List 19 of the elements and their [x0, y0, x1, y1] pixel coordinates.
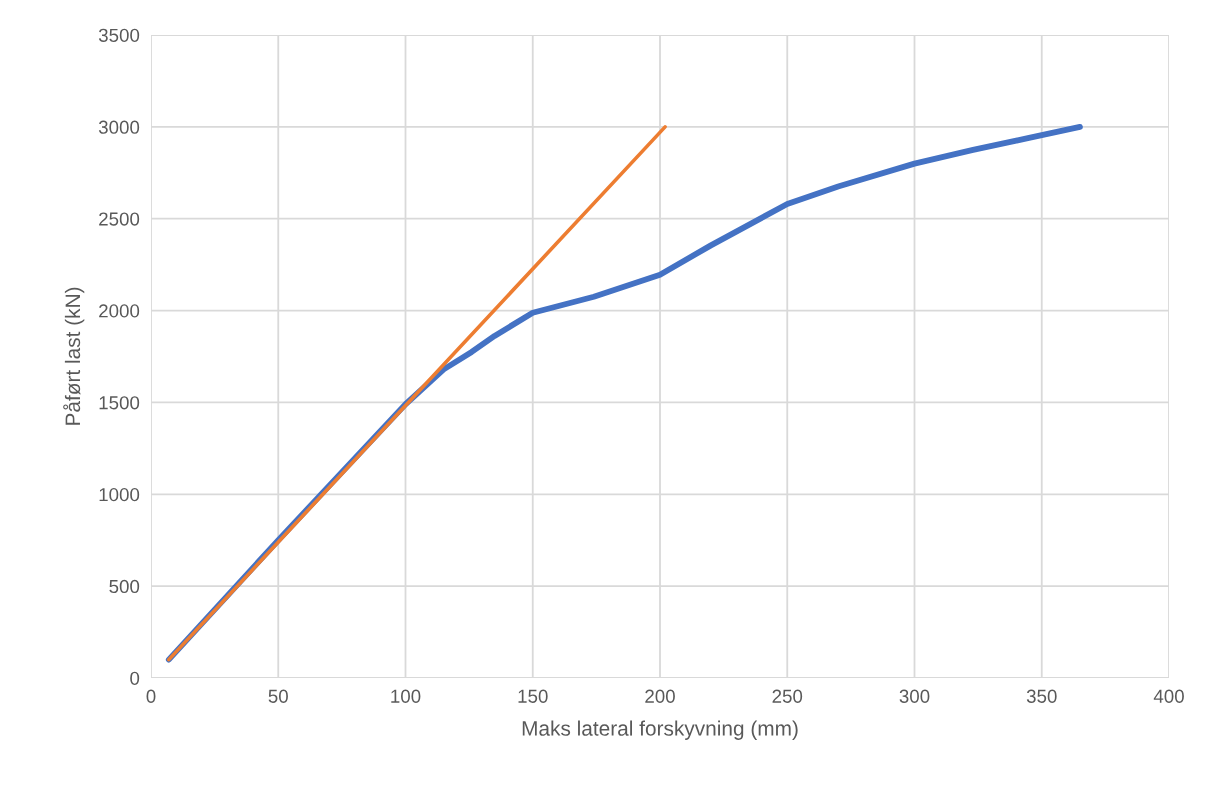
- x-tick-label: 150: [518, 689, 548, 703]
- y-tick-label: 2000: [99, 304, 140, 318]
- x-tick-label: 50: [268, 689, 288, 703]
- y-tick-label: 3000: [98, 120, 140, 134]
- y-tick-label: 0: [130, 671, 140, 685]
- x-tick-label: 250: [772, 689, 803, 703]
- x-tick-label: 300: [899, 689, 930, 703]
- x-tick-label: 200: [645, 689, 675, 703]
- y-tick-label: 1000: [99, 487, 140, 502]
- x-tick-label: 100: [391, 689, 421, 703]
- y-tick-label: 3500: [98, 28, 140, 42]
- y-tick-label: 2500: [99, 212, 140, 226]
- x-tick-label: 350: [1026, 689, 1057, 703]
- y-axis-title: Påført last (kN): [63, 287, 85, 425]
- y-tick-label: 500: [109, 579, 140, 594]
- x-tick-label: 0: [146, 689, 156, 703]
- x-tick-label: 400: [1153, 689, 1184, 703]
- x-axis-title: Maks lateral forskyvning (mm): [522, 720, 798, 740]
- y-tick-label: 1500: [99, 396, 140, 410]
